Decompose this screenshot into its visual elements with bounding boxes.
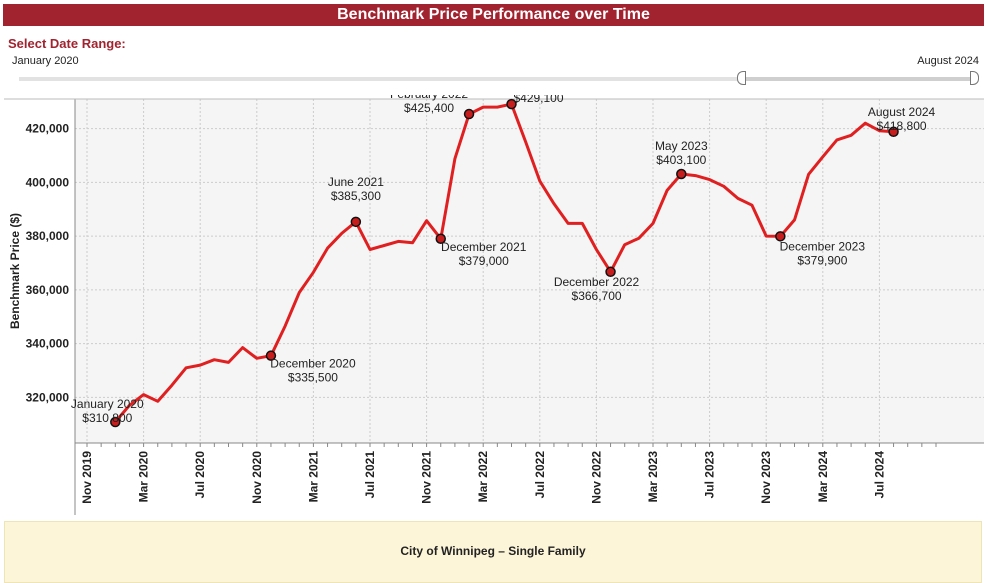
date-range-end: August 2024 bbox=[917, 55, 979, 67]
x-tick-label: Jul 2022 bbox=[533, 451, 547, 499]
x-tick-label: Nov 2023 bbox=[759, 451, 773, 504]
annotation-value: $403,100 bbox=[656, 153, 706, 167]
date-range-start-handle[interactable] bbox=[737, 71, 746, 85]
annotation-month: January 2020 bbox=[71, 397, 144, 411]
annotation-value: $379,900 bbox=[797, 253, 847, 267]
price-series-line bbox=[114, 102, 894, 423]
date-range-label: Select Date Range: bbox=[8, 36, 126, 51]
data-point-marker bbox=[676, 168, 687, 180]
x-tick-label: Jul 2021 bbox=[363, 451, 377, 499]
annotation-value: $429,100 bbox=[513, 95, 563, 105]
data-point-marker bbox=[435, 233, 446, 244]
data-point-marker bbox=[775, 231, 786, 242]
benchmark-price-chart: 320,000 340,000 360,000 380,000 400,000 420,0… bbox=[4, 95, 984, 515]
date-range-end-handle[interactable] bbox=[970, 71, 979, 85]
annotation-value: $310,800 bbox=[82, 411, 132, 425]
annotation-month: December 2020 bbox=[270, 357, 356, 371]
annotation-value: $335,500 bbox=[288, 371, 338, 385]
y-tick-label: 380,000 bbox=[26, 229, 70, 243]
x-tick-label: Mar 2023 bbox=[646, 451, 660, 503]
data-point-marker bbox=[110, 416, 121, 428]
y-axis-title: Benchmark Price ($) bbox=[8, 213, 22, 329]
x-tick-label: Jul 2020 bbox=[193, 451, 207, 499]
annotation-month: December 2021 bbox=[441, 240, 527, 254]
x-tick-label: Nov 2020 bbox=[250, 451, 264, 504]
annotation-month: June 2021 bbox=[328, 175, 384, 189]
annotation-month: December 2022 bbox=[554, 275, 640, 289]
annotation-month: August 2024 bbox=[868, 105, 936, 119]
data-point-marker bbox=[605, 266, 616, 278]
x-tick-label: Jul 2024 bbox=[872, 451, 886, 499]
x-tick-label: Jul 2023 bbox=[703, 451, 717, 499]
x-tick-label: Mar 2024 bbox=[816, 451, 830, 503]
y-tick-label: 320,000 bbox=[26, 390, 70, 404]
x-tick-label: Nov 2022 bbox=[589, 451, 603, 504]
page-title: Benchmark Price Performance over Time bbox=[337, 6, 650, 23]
annotation-value: $385,300 bbox=[331, 189, 381, 203]
y-tick-label: 400,000 bbox=[26, 175, 70, 189]
data-point-marker bbox=[463, 108, 475, 120]
data-point-marker bbox=[888, 126, 899, 138]
data-point-marker bbox=[350, 216, 362, 228]
annotation-month: December 2023 bbox=[780, 239, 866, 253]
annotation-value: $379,000 bbox=[459, 254, 509, 268]
date-range-slider-selection[interactable] bbox=[746, 77, 970, 81]
annotation-month: May 2023 bbox=[655, 139, 708, 153]
data-point-marker bbox=[265, 350, 277, 361]
chart-title-bar: Benchmark Price Performance over Time bbox=[3, 4, 984, 26]
date-range-start: January 2020 bbox=[12, 55, 79, 67]
x-tick-label: Mar 2022 bbox=[476, 451, 490, 503]
x-tick-label: Mar 2020 bbox=[137, 451, 151, 503]
y-tick-label: 360,000 bbox=[26, 283, 70, 297]
annotation-value: $418,800 bbox=[877, 119, 927, 133]
y-tick-label: 420,000 bbox=[26, 122, 70, 136]
annotation-month: February 2022 bbox=[390, 95, 468, 101]
footer-caption: City of Winnipeg – Single Family bbox=[400, 544, 586, 558]
annotation-value: $366,700 bbox=[572, 289, 622, 303]
x-tick-label: Mar 2021 bbox=[306, 451, 320, 503]
x-tick-label: Nov 2021 bbox=[420, 451, 434, 504]
date-range-slider-track[interactable] bbox=[19, 77, 976, 81]
annotation-value: $425,400 bbox=[404, 101, 454, 115]
data-point-marker bbox=[506, 98, 517, 110]
footer-panel: City of Winnipeg – Single Family bbox=[4, 521, 982, 583]
x-tick-label: Nov 2019 bbox=[80, 451, 94, 504]
y-tick-label: 340,000 bbox=[26, 337, 70, 351]
